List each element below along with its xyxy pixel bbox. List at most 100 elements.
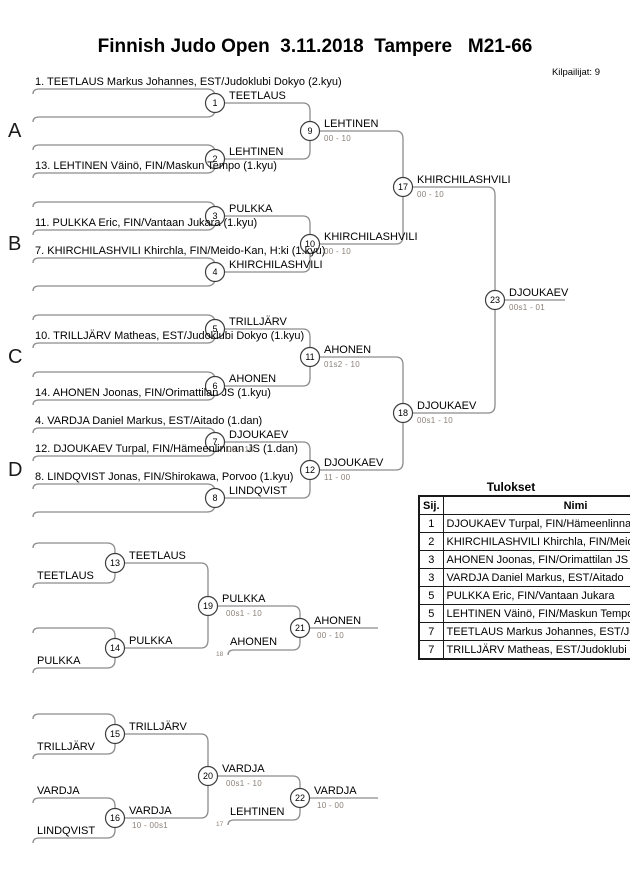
match-winner: AHONEN xyxy=(229,373,277,385)
match-winner: TEETLAUS xyxy=(129,550,186,562)
result-name: DJOUKAEV Turpal, FIN/Hämeenlinnan JS xyxy=(442,514,630,533)
match-winner: AHONEN xyxy=(324,344,372,356)
match-number: 15 xyxy=(110,729,120,739)
seed-entry: 12. DJOUKAEV Turpal, FIN/Hämeenlinnan JS… xyxy=(35,443,298,455)
match-number: 18 xyxy=(398,408,408,418)
repechage-entrant: VARDJA xyxy=(37,785,80,797)
match-score: 00 - 10 xyxy=(324,247,352,256)
seed-entry: 10. TRILLJÄRV Matheas, EST/Judoklubi Dok… xyxy=(35,330,305,342)
match-winner: TRILLJÄRV xyxy=(129,721,187,733)
result-name: VARDJA Daniel Markus, EST/Aitado xyxy=(442,568,630,587)
seed-entry: 11. PULKKA Eric, FIN/Vantaan Jukara (1.k… xyxy=(35,217,258,229)
result-name: KHIRCHILASHVILI Khirchla, FIN/Meido-Kan,… xyxy=(442,532,630,551)
pool-label-c: C xyxy=(8,346,23,368)
match-winner: PULKKA xyxy=(129,635,173,647)
match-winner: DJOUKAEV xyxy=(229,429,289,441)
match-winner: LEHTINEN xyxy=(324,118,379,130)
seed-entry: 8. LINDQVIST Jonas, FIN/Shirokawa, Porvo… xyxy=(35,471,294,483)
table-row: 7 TEETLAUS Markus Johannes, EST/Judoklub… xyxy=(418,622,630,641)
table-row: 7 TRILLJÄRV Matheas, EST/Judoklubi Dokyo xyxy=(418,640,630,660)
match-number: 17 xyxy=(398,182,408,192)
match-winner: KHIRCHILASHVILI xyxy=(229,259,323,271)
match-winner: TRILLJÄRV xyxy=(229,316,287,328)
result-place: 5 xyxy=(418,604,444,623)
incoming-match-ref: 18 xyxy=(216,651,224,658)
match-number: 9 xyxy=(307,126,312,136)
match-winner: KHIRCHILASHVILI xyxy=(324,231,418,243)
repechage-entrant: TEETLAUS xyxy=(37,570,94,582)
result-place: 1 xyxy=(418,514,444,533)
result-name: LEHTINEN Väinö, FIN/Maskun Tempo xyxy=(442,604,630,623)
match-score: 00s1 - 10 xyxy=(226,779,263,788)
match-winner: DJOUKAEV xyxy=(417,400,477,412)
seed-entry: 7. KHIRCHILASHVILI Khirchla, FIN/Meido-K… xyxy=(35,245,326,257)
match-score: 00 - 10 xyxy=(317,631,345,640)
match-winner: LINDQVIST xyxy=(229,485,288,497)
competitor-count: Kilpailijat: 9 xyxy=(551,67,600,78)
column-header-place: Sij. xyxy=(418,495,444,515)
match-number: 20 xyxy=(203,771,213,781)
repechage-entrant: LEHTINEN xyxy=(230,806,285,818)
result-name: PULKKA Eric, FIN/Vantaan Jukara xyxy=(442,586,630,605)
result-place: 5 xyxy=(418,586,444,605)
match-winner: DJOUKAEV xyxy=(324,457,384,469)
match-winner: TEETLAUS xyxy=(229,90,286,102)
match-number: 12 xyxy=(305,465,315,475)
match-winner: VARDJA xyxy=(314,785,357,797)
result-place: 2 xyxy=(418,532,444,551)
results-table: Sij. Nimi 1 DJOUKAEV Turpal, FIN/Hämeenl… xyxy=(418,495,630,660)
results-title: Tulokset xyxy=(486,480,536,494)
result-place: 7 xyxy=(418,640,444,660)
final-score: 00s1 - 01 xyxy=(509,303,546,312)
incoming-match-ref: 17 xyxy=(216,821,224,828)
result-name: TEETLAUS Markus Johannes, EST/Judoklubi … xyxy=(442,622,630,641)
match-score: 10 - 00s1 xyxy=(132,821,169,830)
seed-entry: 13. LEHTINEN Väinö, FIN/Maskun Tempo (1.… xyxy=(35,160,277,172)
match-number: 8 xyxy=(212,493,217,503)
repechage-entrant: LINDQVIST xyxy=(37,825,96,837)
column-header-name: Nimi xyxy=(442,495,630,515)
seed-entry: 14. AHONEN Joonas, FIN/Orimattilan JS (1… xyxy=(35,387,271,399)
match-number: 4 xyxy=(212,267,217,277)
match-score: 11 - 00 xyxy=(324,473,351,482)
match-winner: AHONEN xyxy=(314,615,362,627)
match-number: 19 xyxy=(203,601,213,611)
match-number: 22 xyxy=(295,793,305,803)
repechage-bracket-lines xyxy=(32,542,378,844)
match-winner: VARDJA xyxy=(129,805,172,817)
match-number: 21 xyxy=(295,623,305,633)
seed-entry: 4. VARDJA Daniel Markus, EST/Aitado (1.d… xyxy=(35,415,263,427)
seed-entry: 1. TEETLAUS Markus Johannes, EST/Judoklu… xyxy=(35,76,342,88)
match-score: 01s2 - 10 xyxy=(324,360,361,369)
match-winner: VARDJA xyxy=(222,763,265,775)
result-name: AHONEN Joonas, FIN/Orimattilan JS xyxy=(442,550,630,569)
repechage-entrant: AHONEN xyxy=(230,636,278,648)
match-number: 7 xyxy=(212,437,217,447)
match-score: 00 - 10 xyxy=(324,134,352,143)
result-place: 3 xyxy=(418,550,444,569)
match-winner: PULKKA xyxy=(229,203,273,215)
match-score: 00 - 10 xyxy=(227,445,255,454)
page-title: Finnish Judo Open 3.11.2018 Tampere M21-… xyxy=(97,36,533,57)
match-number: 3 xyxy=(212,211,217,221)
match-score: 10 - 00 xyxy=(317,801,345,810)
table-row: 2 KHIRCHILASHVILI Khirchla, FIN/Meido-Ka… xyxy=(418,532,630,551)
repechage-entrant: PULKKA xyxy=(37,655,81,667)
match-number: 23 xyxy=(490,295,500,305)
result-place: 3 xyxy=(418,568,444,587)
pool-label-a: A xyxy=(8,120,22,142)
table-row: 5 PULKKA Eric, FIN/Vantaan Jukara xyxy=(418,586,630,605)
pool-label-d: D xyxy=(8,459,23,481)
table-row: 3 AHONEN Joonas, FIN/Orimattilan JS xyxy=(418,550,630,569)
match-number: 1 xyxy=(212,98,217,108)
match-number: 16 xyxy=(110,813,120,823)
result-name: TRILLJÄRV Matheas, EST/Judoklubi Dokyo xyxy=(442,640,630,660)
pool-label-b: B xyxy=(8,233,22,255)
match-circles: 1 2 3 4 5 6 7 8 9 10 11 12 17 18 23 13 1… xyxy=(104,92,506,829)
result-place: 7 xyxy=(418,622,444,641)
repechage-entrant: TRILLJÄRV xyxy=(37,741,95,753)
match-score: 00s1 - 10 xyxy=(226,609,263,618)
final-winner: DJOUKAEV xyxy=(509,287,569,299)
